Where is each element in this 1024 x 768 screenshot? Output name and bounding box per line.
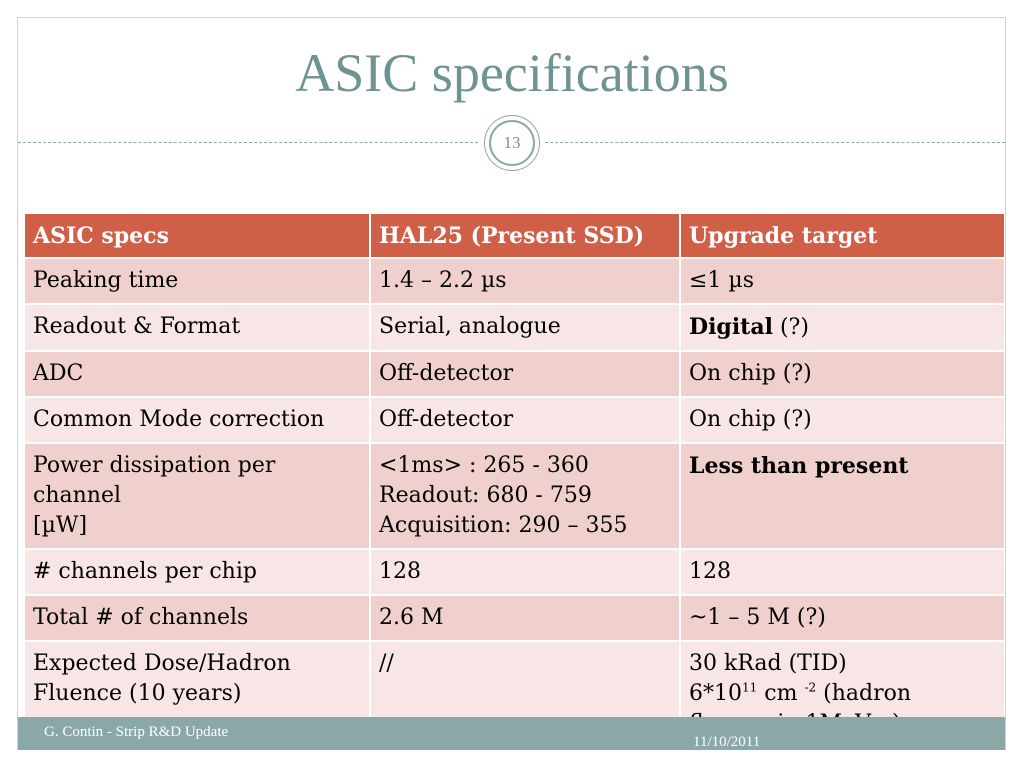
cell-spec: Total # of channels [25,596,369,640]
table-header-row: ASIC specs HAL25 (Present SSD) Upgrade t… [25,214,1004,257]
table-row: Readout & Format Serial, analogue Digita… [25,305,1004,350]
cell-spec: Power dissipation per channel [µW] [25,444,369,548]
header-upgrade-target: Upgrade target [681,214,1004,257]
cell-target: Less than present [681,444,1004,548]
header-asic-specs: ASIC specs [25,214,369,257]
cell-present: 1.4 – 2.2 µs [371,259,679,303]
cell-present: Off-detector [371,352,679,396]
cell-present: 2.6 M [371,596,679,640]
table-row: Common Mode correction Off-detector On c… [25,398,1004,442]
cell-spec: # channels per chip [25,550,369,594]
cell-target: ~1 – 5 M (?) [681,596,1004,640]
table-row: ADC Off-detector On chip (?) [25,352,1004,396]
cell-present-line: <1ms> : 265 - 360 [379,453,589,478]
table-row: Peaking time 1.4 – 2.2 µs ≤1 µs [25,259,1004,303]
cell-spec-line: Fluence (10 years) [33,681,242,706]
footer-author: G. Contin - Strip R&D Update [44,724,229,740]
cell-target: Digital (?) [681,305,1004,350]
cell-target-exponent: -2 [804,680,817,695]
cell-target-base: 6*10 [689,681,742,706]
footer-date: 11/10/2011 [693,734,761,750]
cell-target: ≤1 µs [681,259,1004,303]
page-number: 13 [489,120,535,166]
cell-spec: Common Mode correction [25,398,369,442]
cell-present: Serial, analogue [371,305,679,350]
cell-target: 128 [681,550,1004,594]
cell-present-line: Readout: 680 - 759 [379,483,592,508]
cell-spec: ADC [25,352,369,396]
cell-target-line: 30 kRad (TID) [689,651,847,676]
specs-table: ASIC specs HAL25 (Present SSD) Upgrade t… [23,212,1006,748]
cell-target-bold: Less than present [689,453,909,479]
table-row: # channels per chip 128 128 [25,550,1004,594]
title-divider-right [545,142,1005,143]
table-row: Power dissipation per channel [µW] <1ms>… [25,444,1004,548]
cell-target: On chip (?) [681,352,1004,396]
slide-title: ASIC specifications [295,43,729,103]
cell-present: <1ms> : 265 - 360 Readout: 680 - 759 Acq… [371,444,679,548]
cell-target-exponent: 11 [742,680,758,695]
cell-target-unit: cm [757,681,805,706]
cell-spec-line: [µW] [33,513,88,538]
cell-spec-line: Expected Dose/Hadron [33,651,291,676]
header-hal25: HAL25 (Present SSD) [371,214,679,257]
footer-bar [18,717,1005,750]
cell-spec: Readout & Format [25,305,369,350]
cell-target-rest: (?) [772,315,809,340]
page-number-badge: 13 [484,115,540,171]
cell-present: Off-detector [371,398,679,442]
cell-spec-line: channel [33,483,121,508]
cell-present: 128 [371,550,679,594]
title-divider-left [18,142,478,143]
cell-present-line: Acquisition: 290 – 355 [379,513,628,538]
cell-spec: Peaking time [25,259,369,303]
cell-spec-line: Power dissipation per [33,453,276,478]
cell-target-bold: Digital [689,314,773,340]
table-row: Total # of channels 2.6 M ~1 – 5 M (?) [25,596,1004,640]
cell-target: On chip (?) [681,398,1004,442]
